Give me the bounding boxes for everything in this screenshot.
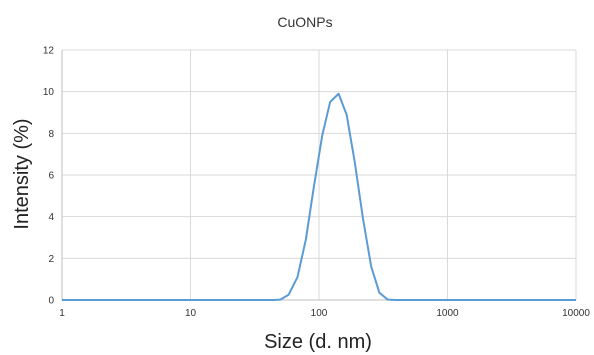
y-tick-label-10: 10 [43,87,55,98]
x-tick-label-1: 1 [59,308,65,319]
x-tick-label-10: 10 [185,308,197,319]
x-tick-label-1000: 1000 [436,308,459,319]
chart-title: CuONPs [277,14,332,30]
intensity-series-line [62,92,576,301]
y-tick-label-6: 6 [48,171,54,182]
y-tick-label-2: 2 [48,254,54,265]
x-tick-label-10000: 10000 [562,308,590,319]
y-tick-label-0: 0 [48,296,54,307]
y-tick-label-12: 12 [43,46,55,57]
x-axis-label: Size (d. nm) [264,331,372,353]
y-tick-label-4: 4 [48,212,54,223]
y-axis-label: Intensity (%) [11,118,33,229]
x-tick-label-100: 100 [311,308,328,319]
y-tick-label-8: 8 [48,129,54,140]
x-tick-labels: 1 10 100 1000 10000 [59,308,590,319]
y-tick-labels: 0 2 4 6 8 10 12 [43,46,55,307]
gridlines [62,49,577,300]
